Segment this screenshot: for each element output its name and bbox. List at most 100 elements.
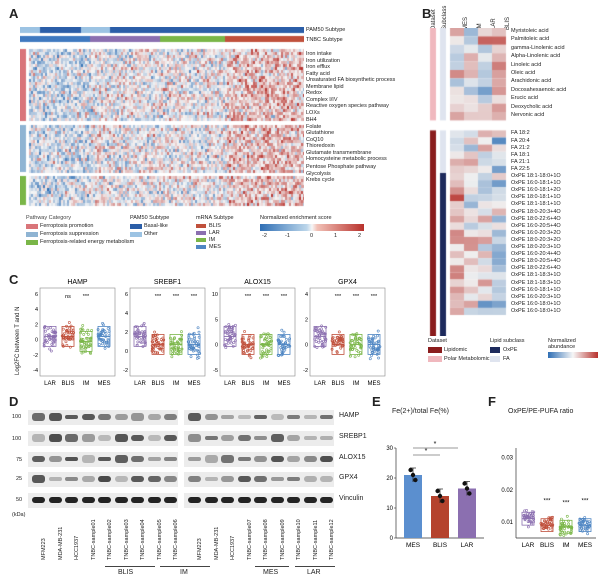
c-group-label-2-3: MES xyxy=(277,381,290,387)
legend-score-gradient xyxy=(260,224,364,231)
legend-item-basal: Basal-like xyxy=(144,223,168,229)
c-point xyxy=(136,325,139,329)
c-point xyxy=(103,330,107,334)
c-point xyxy=(173,336,176,340)
heatmap-b-row-28: OxPE 16:0-20:4+4O xyxy=(511,251,561,258)
heatmap-a-row-g2-4: Thioredoxin xyxy=(306,143,335,149)
c-ytick-2-3: -5 xyxy=(213,368,218,374)
c-point xyxy=(79,327,83,331)
panel-label-e: E xyxy=(372,394,381,409)
f-ytick-0: 0.03 xyxy=(501,456,513,462)
legend-score-tick-2: 0 xyxy=(310,233,314,239)
c-point xyxy=(367,344,371,348)
heatmap-b-row-35: OxPE 16:0-18:0+1O xyxy=(511,300,561,307)
c-ytick-3-2: 0 xyxy=(305,343,308,349)
c-point xyxy=(88,343,92,346)
c-point xyxy=(314,340,318,343)
blot-band xyxy=(114,414,128,420)
c-point xyxy=(377,356,380,360)
protein-hamp: HAMP xyxy=(339,412,360,419)
blot-band xyxy=(287,497,300,503)
c-point xyxy=(339,346,343,350)
c-point xyxy=(82,332,86,336)
c-plot-frame-2 xyxy=(219,287,296,377)
blot-band xyxy=(48,497,62,503)
c-point xyxy=(367,336,371,339)
lane-label-0: MFM223 xyxy=(41,538,47,560)
c-point xyxy=(284,337,288,341)
legend-item-other: Other xyxy=(144,231,158,237)
c-point xyxy=(196,326,200,330)
c-point xyxy=(280,334,284,338)
blot-band xyxy=(204,435,218,441)
c-point xyxy=(353,346,357,350)
c-point xyxy=(335,350,339,353)
legend-swatch-fa xyxy=(490,356,500,362)
blot-band xyxy=(287,415,300,419)
c-ytick-3-0: 4 xyxy=(305,292,308,298)
kda-vinculin: 50 xyxy=(16,497,23,503)
c-point xyxy=(281,334,285,338)
kda-unit: (kDa) xyxy=(12,512,26,518)
blot-band xyxy=(65,456,78,462)
heatmap-b-row-36: OxPE 16:0-18:0+1O xyxy=(511,307,561,314)
c-point xyxy=(370,339,374,343)
c-point xyxy=(47,334,51,338)
e-dot xyxy=(410,472,416,478)
blot-band xyxy=(98,497,111,503)
c-point xyxy=(230,332,234,335)
heatmap-b-row-23: OxPE 18:0-22:6+4O xyxy=(511,215,561,222)
blot-band xyxy=(65,415,78,419)
c-point xyxy=(224,346,228,350)
e-ytick-0: 30 xyxy=(386,446,393,452)
c-point xyxy=(44,329,47,333)
blot-band xyxy=(98,434,111,442)
c-ytick-1-4: -2 xyxy=(123,368,128,374)
c-point xyxy=(101,321,104,325)
group-line-lar xyxy=(295,566,335,567)
f-xlabel-2: IM xyxy=(562,542,569,549)
blot-band xyxy=(147,456,161,462)
group-line-blis xyxy=(105,566,155,567)
blot-band xyxy=(254,497,267,503)
e-xlabel-2: LAR xyxy=(461,542,474,549)
f-point xyxy=(581,529,584,533)
c-point xyxy=(170,355,174,359)
panel-label-d: D xyxy=(9,394,19,409)
heatmap-a-row-g1-7: Complex I/IV xyxy=(306,96,338,103)
heatmap-b-row-24: OxPE 16:0-20:5+4O xyxy=(511,222,561,229)
c-point xyxy=(352,344,355,348)
c-point xyxy=(317,340,321,344)
c-point xyxy=(86,337,89,340)
c-point xyxy=(153,330,156,334)
c-ytick-0-3: 0 xyxy=(35,338,38,344)
blot-band xyxy=(65,476,78,482)
lane-label-15: TNBC-sample10 xyxy=(296,519,302,560)
heatmap-a-row-g3-1: Glycolysis xyxy=(306,170,331,177)
lane-label-11: HCC1937 xyxy=(230,535,236,560)
c-point xyxy=(136,340,140,344)
panel-label-a: A xyxy=(9,6,19,21)
c-point xyxy=(69,328,73,332)
c-point xyxy=(226,332,229,336)
c-point xyxy=(189,355,193,359)
heatmap-b-row-18: OxPE 16:0-18:1+1O xyxy=(511,180,561,187)
c-point xyxy=(66,332,70,336)
blot-band xyxy=(188,497,201,503)
f-point xyxy=(586,532,590,536)
c-sig-1-2: *** xyxy=(173,294,180,300)
f-point xyxy=(542,525,546,529)
c-point xyxy=(48,338,52,341)
f-point xyxy=(526,514,529,518)
c-point xyxy=(157,341,161,344)
blot-band xyxy=(303,497,317,503)
c-point xyxy=(80,347,84,351)
heatmap-b-row-21: OxPE 18:1-18:1+1O xyxy=(511,201,561,208)
c-sig-3-1: *** xyxy=(335,294,342,300)
e-dot xyxy=(462,481,467,486)
c-point xyxy=(100,330,104,334)
f-point xyxy=(543,519,547,523)
panel-label-f: F xyxy=(488,394,496,409)
c-point xyxy=(339,337,342,341)
c-point xyxy=(338,343,342,347)
